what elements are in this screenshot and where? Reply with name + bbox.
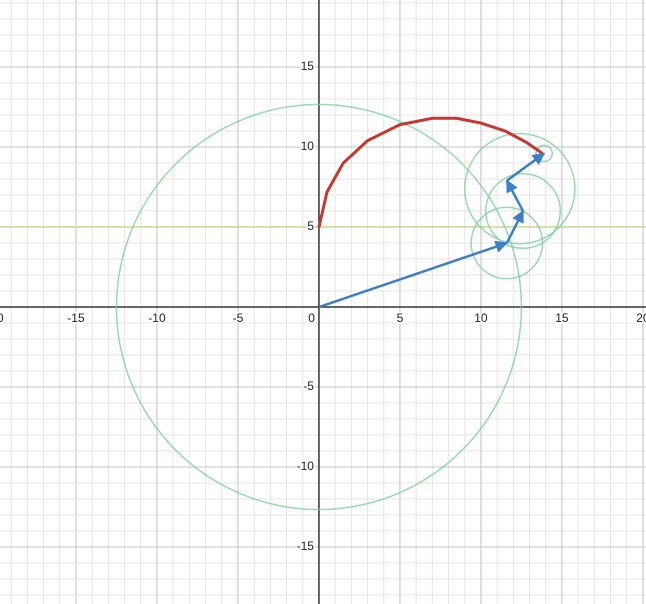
- x-tick-label: 0: [308, 311, 315, 325]
- x-tick-label: -10: [148, 311, 166, 325]
- vector: [505, 179, 525, 212]
- x-tick-label: 15: [555, 311, 569, 325]
- x-tick-label: 20: [636, 311, 646, 325]
- y-tick-label: -10: [297, 459, 315, 473]
- x-tick-label: 10: [474, 311, 488, 325]
- vector: [318, 240, 509, 309]
- vector: [505, 209, 525, 244]
- x-tick-label: -5: [233, 311, 244, 325]
- x-tick-label: 5: [397, 311, 404, 325]
- x-tick-label: -20: [0, 311, 4, 325]
- y-tick-label: 10: [301, 139, 315, 153]
- epicycle-circle: [463, 132, 576, 245]
- y-tick-label: -15: [297, 539, 315, 553]
- trace-curve: [317, 116, 544, 228]
- epicycle-circle: [115, 103, 523, 511]
- y-tick-label: -5: [303, 379, 314, 393]
- y-tick-label: 5: [307, 219, 314, 233]
- vector: [506, 152, 546, 182]
- epicycle-circle: [485, 173, 562, 250]
- y-tick-label: 15: [301, 59, 315, 73]
- x-tick-label: -15: [67, 311, 85, 325]
